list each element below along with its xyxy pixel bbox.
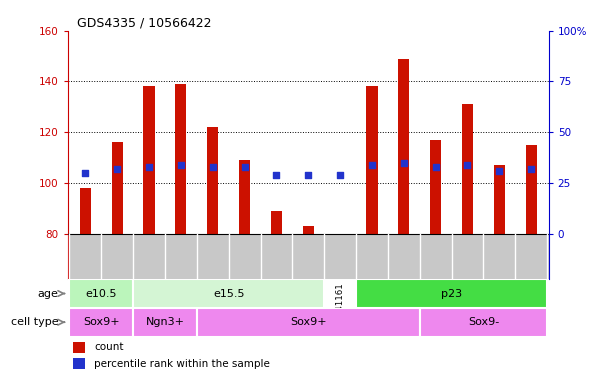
Text: GDS4335 / 10566422: GDS4335 / 10566422 <box>77 17 212 30</box>
Bar <box>70 308 133 337</box>
Bar <box>143 86 155 233</box>
Text: age: age <box>37 288 58 298</box>
Text: e15.5: e15.5 <box>213 288 244 298</box>
Bar <box>197 308 419 337</box>
Bar <box>462 104 473 233</box>
Point <box>176 162 186 168</box>
Point <box>81 170 90 176</box>
Bar <box>68 31 549 233</box>
Bar <box>73 358 85 369</box>
Point <box>431 164 440 170</box>
Bar <box>112 142 123 233</box>
Point <box>526 166 536 172</box>
Bar <box>73 342 85 353</box>
Bar <box>430 140 441 233</box>
Bar <box>80 188 91 233</box>
Bar <box>366 86 378 233</box>
Bar <box>133 279 324 308</box>
Point <box>240 164 250 170</box>
Text: Sox9+: Sox9+ <box>83 317 120 327</box>
Text: e10.5: e10.5 <box>86 288 117 298</box>
Point <box>208 164 218 170</box>
Bar <box>207 127 218 233</box>
Bar <box>419 308 547 337</box>
Bar <box>494 165 505 233</box>
Point <box>113 166 122 172</box>
Text: Ngn3+: Ngn3+ <box>146 317 185 327</box>
Point <box>494 167 504 174</box>
Point <box>272 172 281 178</box>
Text: p23: p23 <box>441 288 462 298</box>
Point <box>335 172 345 178</box>
Text: percentile rank within the sample: percentile rank within the sample <box>94 359 270 369</box>
Text: Sox9+: Sox9+ <box>290 317 327 327</box>
Point <box>367 162 376 168</box>
Text: count: count <box>94 343 124 353</box>
Bar <box>356 279 547 308</box>
Bar <box>303 226 314 233</box>
Bar <box>398 59 409 233</box>
Text: cell type: cell type <box>11 317 58 327</box>
Text: Sox9-: Sox9- <box>468 317 499 327</box>
Point <box>303 172 313 178</box>
Bar <box>271 211 282 233</box>
Bar <box>70 279 133 308</box>
Point <box>399 159 408 166</box>
Bar <box>175 84 186 233</box>
Bar <box>133 308 197 337</box>
Point <box>463 162 472 168</box>
Bar <box>526 145 537 233</box>
Point <box>145 164 154 170</box>
Bar <box>239 160 250 233</box>
